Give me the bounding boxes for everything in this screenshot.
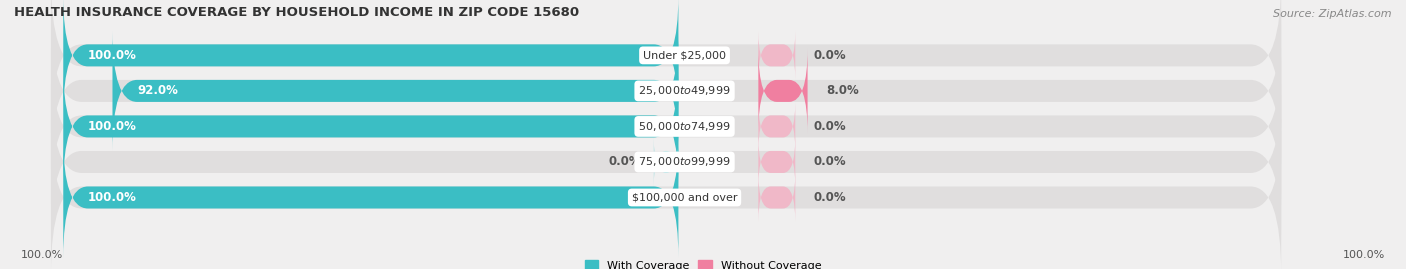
FancyBboxPatch shape [51, 0, 1281, 133]
FancyBboxPatch shape [51, 120, 1281, 269]
FancyBboxPatch shape [63, 137, 678, 257]
FancyBboxPatch shape [654, 137, 678, 186]
FancyBboxPatch shape [112, 31, 678, 151]
FancyBboxPatch shape [63, 66, 678, 186]
Legend: With Coverage, Without Coverage: With Coverage, Without Coverage [581, 256, 825, 269]
FancyBboxPatch shape [758, 102, 796, 151]
Text: Source: ZipAtlas.com: Source: ZipAtlas.com [1274, 9, 1392, 19]
Text: 100.0%: 100.0% [87, 120, 136, 133]
Text: 0.0%: 0.0% [814, 155, 846, 168]
Text: 0.0%: 0.0% [814, 191, 846, 204]
Text: Under $25,000: Under $25,000 [643, 50, 725, 60]
Text: HEALTH INSURANCE COVERAGE BY HOUSEHOLD INCOME IN ZIP CODE 15680: HEALTH INSURANCE COVERAGE BY HOUSEHOLD I… [14, 6, 579, 19]
Text: 0.0%: 0.0% [609, 155, 641, 168]
Text: $25,000 to $49,999: $25,000 to $49,999 [638, 84, 731, 97]
FancyBboxPatch shape [63, 0, 678, 115]
Text: 92.0%: 92.0% [138, 84, 179, 97]
Text: 0.0%: 0.0% [814, 49, 846, 62]
FancyBboxPatch shape [758, 49, 807, 133]
Text: 8.0%: 8.0% [827, 84, 859, 97]
Text: 100.0%: 100.0% [21, 250, 63, 260]
FancyBboxPatch shape [51, 49, 1281, 204]
Text: 100.0%: 100.0% [1343, 250, 1385, 260]
Text: 0.0%: 0.0% [814, 120, 846, 133]
FancyBboxPatch shape [758, 173, 796, 222]
FancyBboxPatch shape [51, 84, 1281, 240]
Text: 100.0%: 100.0% [87, 49, 136, 62]
FancyBboxPatch shape [51, 13, 1281, 169]
Text: $50,000 to $74,999: $50,000 to $74,999 [638, 120, 731, 133]
Text: $75,000 to $99,999: $75,000 to $99,999 [638, 155, 731, 168]
FancyBboxPatch shape [758, 137, 796, 186]
Text: $100,000 and over: $100,000 and over [631, 193, 737, 203]
FancyBboxPatch shape [758, 31, 796, 80]
Text: 100.0%: 100.0% [87, 191, 136, 204]
